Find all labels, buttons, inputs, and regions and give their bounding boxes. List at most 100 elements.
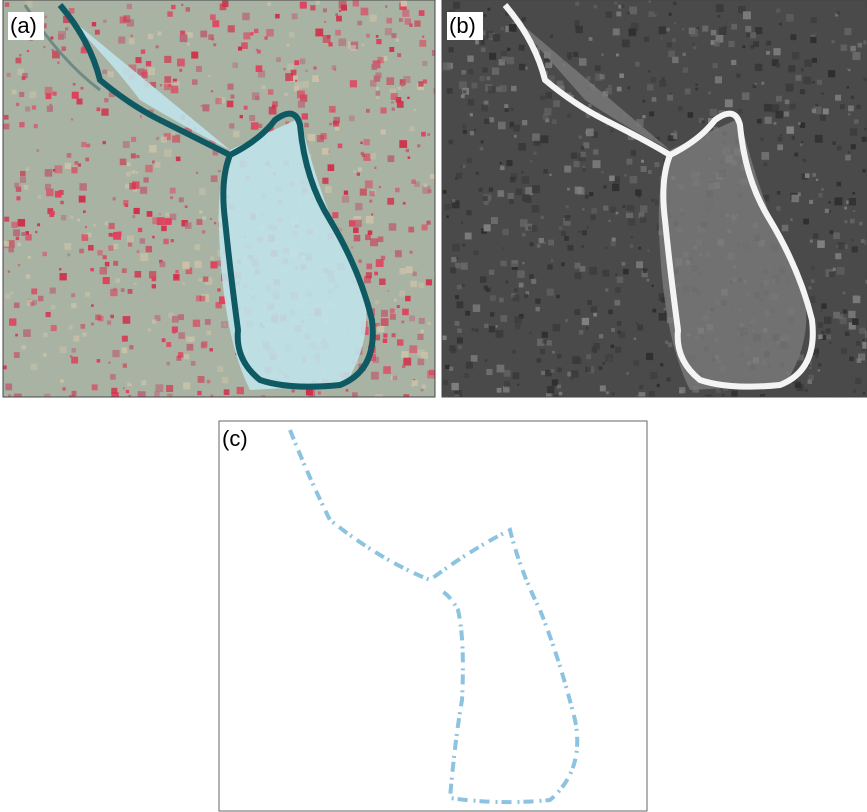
speckle	[500, 166, 504, 170]
speckle	[641, 166, 647, 172]
speckle	[500, 162, 502, 164]
speckle	[714, 41, 720, 47]
speckle	[196, 172, 198, 174]
speckle	[550, 35, 553, 38]
speckle	[840, 317, 847, 324]
speckle	[55, 191, 62, 198]
speckle	[481, 140, 484, 143]
speckle	[152, 277, 157, 282]
speckle	[820, 115, 826, 121]
speckle	[126, 390, 129, 393]
speckle	[167, 394, 172, 399]
speckle	[27, 50, 29, 52]
speckle	[626, 159, 632, 165]
speckle	[129, 183, 136, 190]
speckle	[200, 31, 207, 38]
speckle	[155, 384, 163, 392]
speckle	[176, 356, 181, 361]
speckle	[811, 279, 815, 283]
speckle	[172, 316, 179, 323]
speckle	[828, 201, 830, 203]
speckle	[743, 11, 751, 19]
speckle	[510, 177, 516, 183]
speckle	[127, 162, 131, 166]
speckle	[238, 47, 242, 51]
speckle	[369, 200, 372, 203]
speckle	[172, 326, 178, 332]
speckle	[217, 288, 220, 291]
speckle	[626, 372, 629, 375]
speckle	[764, 162, 768, 166]
speckle	[51, 325, 57, 331]
speckle	[565, 319, 568, 322]
speckle	[535, 299, 540, 304]
speckle	[211, 90, 213, 92]
speckle	[605, 88, 611, 94]
speckle	[805, 173, 810, 178]
speckle	[16, 196, 20, 200]
speckle	[518, 143, 526, 151]
speckle	[409, 345, 417, 353]
speckle	[628, 29, 636, 37]
speckle	[178, 314, 184, 320]
speckle	[92, 384, 98, 390]
speckle	[511, 108, 514, 111]
speckle	[295, 82, 302, 89]
speckle	[261, 85, 265, 89]
speckle	[266, 29, 273, 36]
speckle	[850, 219, 855, 224]
speckle	[853, 210, 855, 212]
speckle	[481, 104, 488, 111]
speckle	[165, 212, 169, 216]
speckle	[648, 11, 654, 17]
speckle	[14, 394, 22, 402]
speckle	[750, 32, 756, 38]
speckle	[72, 348, 76, 352]
speckle	[841, 45, 847, 51]
speckle	[3, 366, 7, 370]
speckle	[599, 334, 603, 338]
speckle	[623, 205, 626, 208]
speckle	[394, 299, 397, 302]
speckle	[567, 52, 572, 57]
speckle	[207, 380, 210, 383]
speckle	[642, 100, 645, 103]
speckle	[135, 271, 142, 278]
speckle	[776, 206, 781, 211]
speckle	[7, 73, 11, 77]
speckle	[91, 304, 93, 306]
speckle	[427, 133, 430, 136]
speckle	[65, 27, 68, 30]
speckle	[199, 210, 202, 213]
speckle	[845, 155, 851, 161]
speckle	[24, 185, 29, 190]
speckle	[773, 48, 780, 55]
speckle	[654, 162, 659, 167]
speckle	[821, 188, 824, 191]
speckle	[812, 81, 815, 84]
speckle	[581, 146, 584, 149]
speckle	[516, 189, 523, 196]
speckle	[821, 309, 823, 311]
speckle	[386, 18, 392, 24]
speckle	[617, 277, 623, 283]
speckle	[859, 328, 865, 334]
speckle	[575, 20, 580, 25]
speckle	[609, 176, 615, 182]
speckle	[256, 49, 258, 51]
speckle	[559, 227, 562, 230]
speckle	[777, 191, 781, 195]
speckle	[666, 28, 670, 32]
speckle	[410, 281, 416, 287]
speckle	[18, 264, 20, 266]
speckle	[693, 46, 696, 49]
speckle	[362, 44, 365, 47]
speckle	[388, 155, 395, 162]
speckle	[366, 264, 372, 270]
speckle	[45, 87, 53, 95]
speckle	[506, 160, 512, 166]
speckle	[391, 93, 398, 100]
speckle	[525, 187, 533, 195]
speckle	[222, 377, 228, 383]
speckle	[852, 192, 855, 195]
